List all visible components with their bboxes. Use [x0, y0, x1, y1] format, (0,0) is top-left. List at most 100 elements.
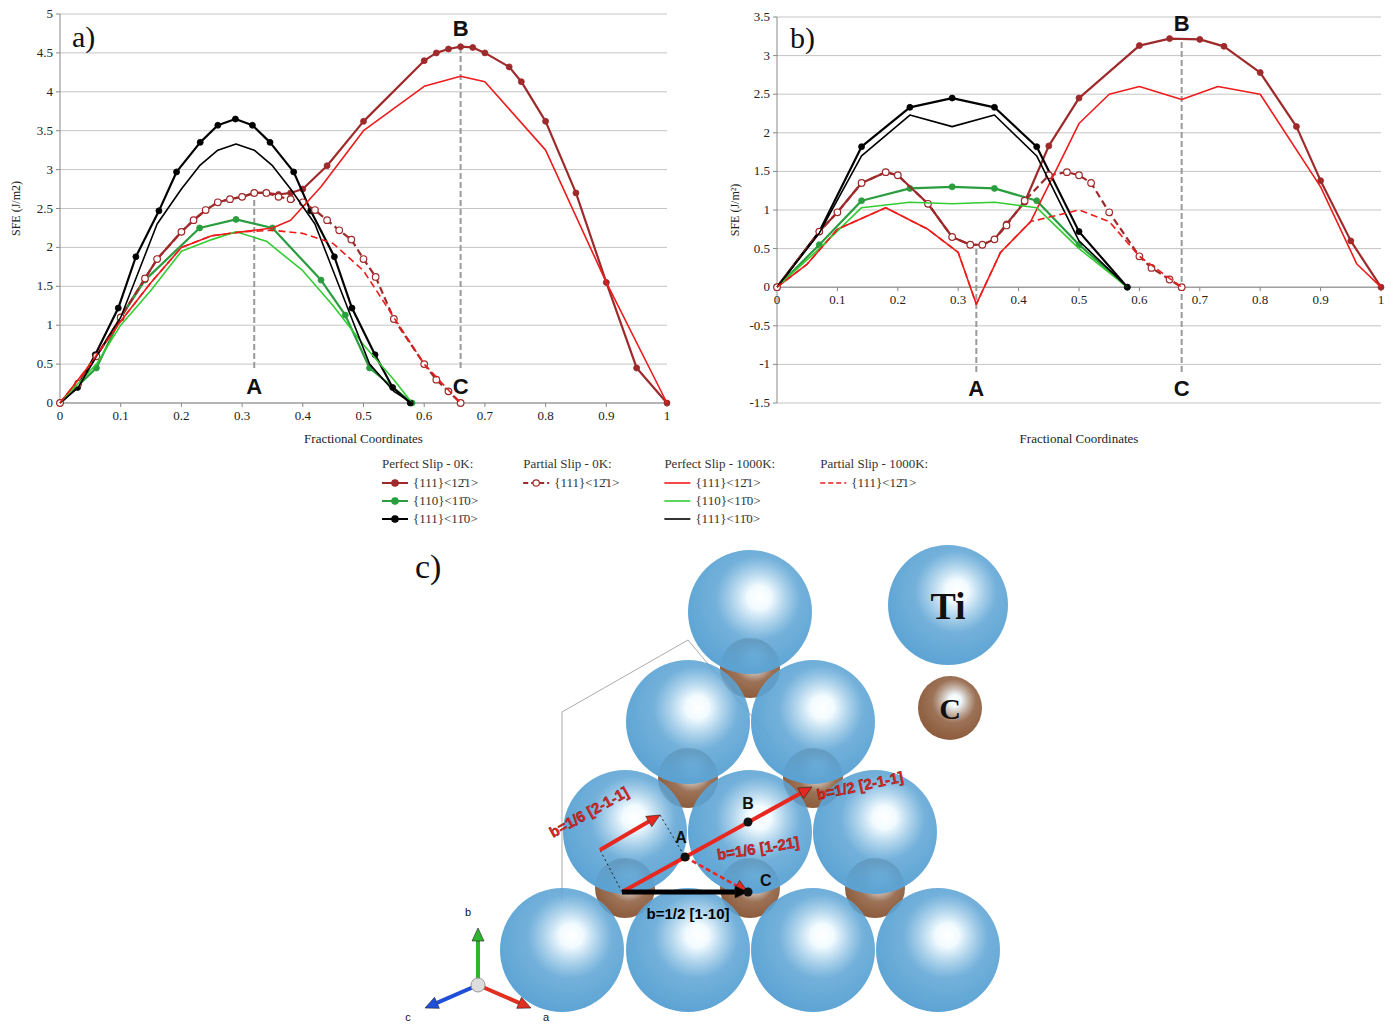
x-tick-label: 1 — [1378, 292, 1385, 307]
series-marker — [895, 172, 901, 178]
y-tick-label: 3 — [47, 162, 54, 177]
series-marker — [263, 190, 270, 197]
series-marker — [1293, 124, 1299, 130]
series-marker — [949, 95, 955, 101]
legend-swatch — [664, 482, 690, 484]
x-tick-label: 0.3 — [234, 408, 250, 423]
series-marker — [215, 199, 222, 206]
diagram: c)TiCABCb=1/6 [2-1-1]b=1/2 [2-1-1]b=1/6 … — [405, 545, 1008, 1023]
x-tick-label: 0.2 — [173, 408, 189, 423]
series-marker — [506, 64, 512, 70]
x-tick-label: 0.9 — [1312, 292, 1328, 307]
legend-entry: {111}<12̄1> — [413, 475, 478, 490]
series-marker — [360, 256, 367, 263]
reference-line — [1181, 39, 1183, 373]
series-marker — [883, 169, 889, 175]
reference-line — [460, 47, 462, 368]
y-tick — [773, 94, 777, 95]
grid-line — [60, 14, 667, 15]
series-marker — [197, 139, 203, 145]
series-line — [60, 119, 410, 403]
species-label: C — [939, 692, 961, 725]
series-marker — [154, 256, 161, 263]
legend-group: Partial Slip - 0K:{111}<12̄1> — [523, 456, 619, 490]
y-tick-label: 3.5 — [754, 9, 770, 24]
y-axis-title: SFE (J/m²) — [728, 184, 742, 237]
series-marker — [287, 196, 294, 203]
y-tick-label: -1 — [759, 356, 770, 371]
series-marker — [156, 208, 162, 214]
y-tick — [56, 208, 60, 209]
y-tick-label: -1.5 — [749, 395, 770, 410]
legend-entry: {111}<12̄1> — [851, 475, 916, 490]
titanium-atom — [688, 550, 812, 674]
burgers-vector — [622, 890, 735, 895]
series-marker — [178, 229, 185, 236]
series-line — [60, 232, 412, 403]
y-axis — [60, 14, 61, 403]
grid-line — [60, 325, 667, 326]
y-tick-label: 0 — [47, 395, 54, 410]
series-marker — [834, 209, 841, 216]
y-tick — [56, 325, 60, 326]
titanium-atom — [500, 888, 624, 1012]
series-marker — [1046, 143, 1052, 149]
series-line — [60, 144, 412, 403]
series-marker — [154, 256, 160, 262]
x-tick-label: 0.6 — [1131, 292, 1148, 307]
x-axis-title: Fractional Coordinates — [1020, 431, 1139, 446]
y-axis-title: SFE (J/m2) — [9, 181, 23, 236]
burgers-vector — [600, 822, 649, 850]
series-marker — [445, 46, 451, 52]
series-marker — [1021, 197, 1028, 204]
grid-line — [777, 94, 1381, 95]
series-marker — [227, 196, 234, 203]
grid-line — [777, 210, 1381, 211]
series-marker — [115, 305, 121, 311]
series-marker — [232, 116, 238, 122]
series-line — [60, 230, 461, 403]
x-tick — [1260, 287, 1261, 291]
x-tick-label: 0.3 — [950, 292, 966, 307]
series-marker — [251, 190, 257, 196]
y-tick — [56, 286, 60, 287]
y-tick-label: 1 — [764, 202, 771, 217]
x-tick-label: 0.7 — [1192, 292, 1209, 307]
series-line — [777, 187, 1127, 287]
annotation-label: B — [453, 16, 469, 41]
series-marker — [907, 104, 913, 110]
series-line — [60, 193, 461, 403]
series-marker — [1257, 70, 1263, 76]
series-marker — [215, 122, 221, 128]
y-tick — [773, 248, 777, 249]
legend-entry: {111}<11̄0> — [695, 511, 760, 526]
series-marker — [202, 207, 209, 214]
series-line — [60, 47, 667, 403]
series-marker — [991, 236, 998, 243]
legend-marker — [533, 480, 539, 486]
series-marker — [348, 236, 355, 243]
titanium-atom — [751, 660, 875, 784]
series-marker — [859, 180, 865, 186]
y-tick — [773, 132, 777, 133]
x-tick-label: 0.2 — [890, 292, 906, 307]
axis-arrow-head — [517, 997, 531, 1008]
series-marker — [197, 225, 203, 231]
series-marker — [967, 242, 973, 248]
series-marker — [233, 216, 239, 222]
panel-label: c) — [415, 548, 441, 586]
y-tick — [56, 91, 60, 92]
series-marker — [967, 241, 974, 248]
y-tick-label: 1.5 — [37, 278, 53, 293]
x-tick-label: 0 — [57, 408, 64, 423]
x-tick-label: 0.4 — [1010, 292, 1027, 307]
y-tick-label: 4.5 — [37, 45, 53, 60]
grid-line — [60, 169, 667, 170]
y-axis — [777, 17, 778, 403]
grid-line — [777, 403, 1381, 404]
x-tick — [545, 403, 546, 407]
x-tick — [424, 403, 425, 407]
series-marker — [470, 44, 476, 50]
titanium-atom — [626, 888, 750, 1012]
grid-line — [777, 55, 1381, 56]
